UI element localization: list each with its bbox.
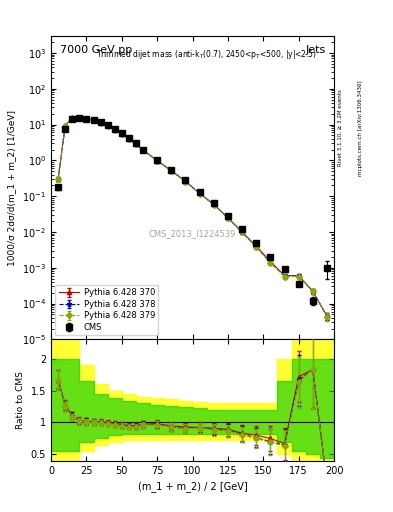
Text: Trimmed dijet mass (anti-k$_T$(0.7), 2450<p$_T$<500, |y|<2.5): Trimmed dijet mass (anti-k$_T$(0.7), 245… bbox=[96, 48, 317, 61]
Y-axis label: Ratio to CMS: Ratio to CMS bbox=[16, 371, 25, 429]
X-axis label: (m_1 + m_2) / 2 [GeV]: (m_1 + m_2) / 2 [GeV] bbox=[138, 481, 248, 492]
Text: 7000 GeV pp: 7000 GeV pp bbox=[60, 45, 132, 55]
Text: mcplots.cern.ch [arXiv:1306.3436]: mcplots.cern.ch [arXiv:1306.3436] bbox=[358, 80, 363, 176]
Text: Rivet 3.1.10, ≥ 3.2M events: Rivet 3.1.10, ≥ 3.2M events bbox=[338, 90, 343, 166]
Text: Jets: Jets bbox=[305, 45, 325, 55]
Y-axis label: 1000/σ 2dσ/d(m_1 + m_2) [1/GeV]: 1000/σ 2dσ/d(m_1 + m_2) [1/GeV] bbox=[7, 110, 17, 266]
Text: CMS_2013_I1224539: CMS_2013_I1224539 bbox=[149, 229, 236, 238]
Legend: Pythia 6.428 370, Pythia 6.428 378, Pythia 6.428 379, CMS: Pythia 6.428 370, Pythia 6.428 378, Pyth… bbox=[55, 285, 158, 335]
